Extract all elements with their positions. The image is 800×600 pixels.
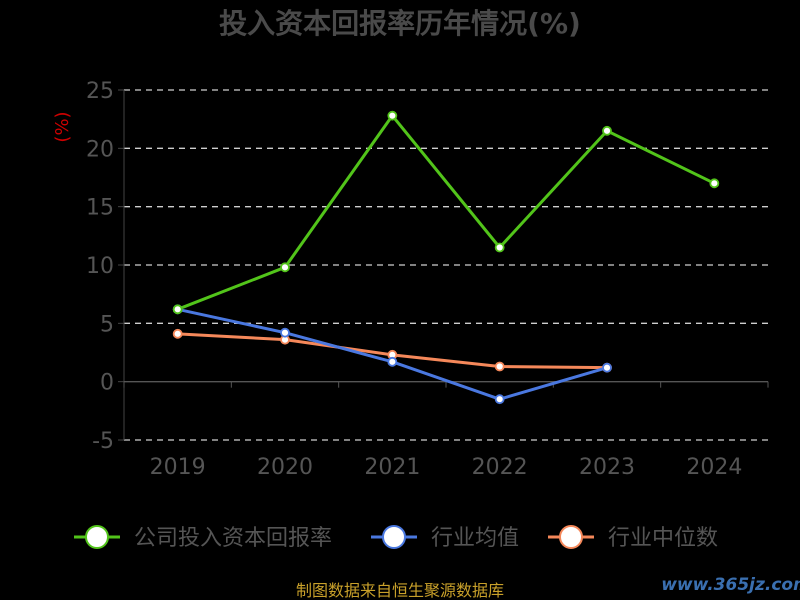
- data-point[interactable]: [709, 178, 720, 189]
- x-tick-labels: 2019 2020 2021 2022 2023 2024: [150, 455, 743, 480]
- x-tick-label: 2022: [472, 455, 528, 480]
- legend-label: 公司投入资本回报率: [134, 526, 332, 551]
- legend-item-0[interactable]: 公司投入资本回报率: [74, 525, 332, 551]
- x-tick-label: 2023: [579, 455, 635, 480]
- data-point[interactable]: [602, 125, 612, 136]
- x-tick-label: 2021: [364, 455, 420, 480]
- legend-label: 行业中位数: [608, 526, 718, 551]
- legend-swatch-marker: [85, 525, 109, 549]
- legend-swatch-marker: [559, 525, 583, 549]
- data-point[interactable]: [387, 110, 398, 121]
- x-tick-label: 2024: [686, 455, 742, 480]
- series-lines: [176, 114, 716, 401]
- legend-label: 行业均值: [431, 526, 519, 551]
- y-tick-label: 5: [100, 312, 114, 337]
- y-axis-label: (%): [52, 111, 73, 142]
- watermark: www.365jz.com: [661, 575, 800, 595]
- y-tick-label: 25: [86, 79, 114, 104]
- data-point[interactable]: [494, 394, 505, 405]
- y-tick-label: 20: [86, 137, 114, 162]
- legend-item-1[interactable]: 行业均值: [371, 525, 519, 551]
- data-point[interactable]: [172, 304, 183, 315]
- legend-swatch-marker: [382, 525, 406, 549]
- x-tick-label: 2020: [257, 455, 313, 480]
- y-tick-label: 15: [86, 196, 114, 221]
- y-tick-label: 10: [86, 254, 114, 279]
- y-tick-labels: -5 0 5 10 15 20 25: [86, 79, 114, 454]
- data-point[interactable]: [280, 327, 290, 338]
- data-point[interactable]: [172, 328, 183, 339]
- data-point[interactable]: [387, 356, 398, 367]
- y-tick-label: -5: [92, 429, 114, 454]
- series-line-0: [176, 114, 716, 311]
- data-point[interactable]: [602, 362, 612, 373]
- chart-title: 投入资本回报率历年情况(%): [219, 7, 581, 40]
- source-footer: 制图数据来自恒生聚源数据库: [296, 581, 504, 600]
- legend[interactable]: 公司投入资本回报率 行业均值 行业中位数: [74, 525, 718, 551]
- legend-item-2[interactable]: 行业中位数: [548, 525, 718, 551]
- data-point[interactable]: [280, 262, 290, 273]
- data-point[interactable]: [494, 242, 505, 253]
- series-points: [172, 110, 720, 405]
- grid-lines: [124, 89, 768, 441]
- data-point[interactable]: [494, 361, 505, 372]
- y-tick-label: 0: [100, 371, 114, 396]
- x-tick-label: 2019: [150, 455, 206, 480]
